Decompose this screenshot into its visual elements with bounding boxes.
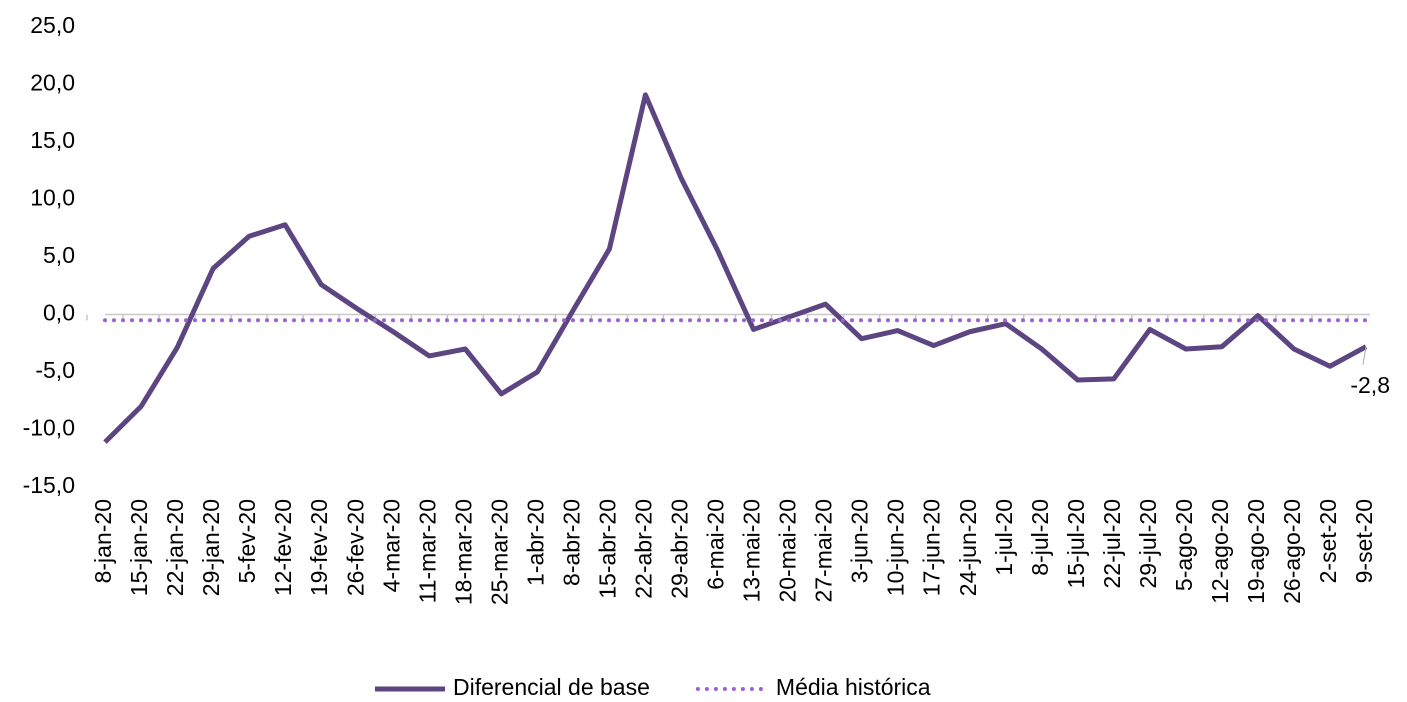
x-tick-label: 15-jul-20 [1063, 499, 1089, 589]
x-tick-label: 2-set-20 [1315, 499, 1341, 583]
x-tick-label: 8-jul-20 [1027, 499, 1053, 576]
x-tick-label: 11-mar-20 [414, 499, 440, 603]
x-tick-label: 29-abr-20 [667, 499, 693, 599]
x-tick-label: 22-jan-20 [162, 499, 188, 596]
y-tick-label: 25,0 [30, 12, 75, 38]
legend-item: Média histórica [695, 674, 931, 700]
x-tick-label: 13-mai-20 [739, 499, 765, 603]
x-tick-label: 17-jun-20 [919, 499, 945, 596]
y-tick-label: -10,0 [23, 415, 75, 441]
x-tick-label: 18-mar-20 [450, 499, 476, 605]
x-tick-label: 10-jun-20 [883, 499, 909, 596]
x-tick-label: 29-jan-20 [198, 499, 224, 596]
x-tick-label: 25-mar-20 [486, 499, 512, 605]
x-tick-label: 8-abr-20 [558, 499, 584, 586]
x-tick-label: 3-jun-20 [847, 499, 873, 583]
x-tick-label: 1-jul-20 [991, 499, 1017, 576]
series-line [103, 92, 1368, 444]
x-tick-label: 24-jun-20 [955, 499, 981, 596]
y-tick-label: 10,0 [30, 185, 75, 211]
x-tick-label: 29-jul-20 [1135, 499, 1161, 589]
x-tick-label: 9-set-20 [1351, 499, 1377, 583]
x-tick-label: 15-jan-20 [126, 499, 152, 596]
x-tick-label: 26-fev-20 [342, 499, 368, 596]
legend-label: Diferencial de base [453, 674, 650, 700]
x-tick-label: 20-mai-20 [775, 499, 801, 603]
y-tick-label: 15,0 [30, 127, 75, 153]
x-tick-label: 15-abr-20 [594, 499, 620, 599]
x-tick-label: 4-mar-20 [378, 499, 404, 592]
y-tick-label: -5,0 [35, 357, 75, 383]
legend-label: Média histórica [776, 674, 931, 700]
y-tick-label: 5,0 [43, 242, 75, 268]
legend-item: Diferencial de base [375, 674, 650, 700]
x-tick-label: 27-mai-20 [811, 499, 837, 603]
y-tick-label: -15,0 [23, 472, 75, 498]
data-label: -2,8 [1350, 372, 1390, 398]
label-leader [1362, 346, 1367, 365]
x-tick-label: 1-abr-20 [522, 499, 548, 586]
x-tick-label: 22-abr-20 [631, 499, 657, 599]
y-tick-label: 20,0 [30, 70, 75, 96]
x-tick-label: 26-ago-20 [1279, 499, 1305, 604]
x-tick-label: 5-fev-20 [234, 499, 260, 583]
x-tick-label: 12-fev-20 [270, 499, 296, 596]
y-tick-label: 0,0 [43, 300, 75, 326]
x-tick-label: 5-ago-20 [1171, 499, 1197, 591]
x-tick-label: 6-mai-20 [703, 499, 729, 590]
x-tick-label: 8-jan-20 [90, 499, 116, 583]
x-tick-label: 12-ago-20 [1207, 499, 1233, 604]
x-tick-label: 19-fev-20 [306, 499, 332, 596]
x-tick-label: 19-ago-20 [1243, 499, 1269, 604]
x-tick-label: 22-jul-20 [1099, 499, 1125, 589]
